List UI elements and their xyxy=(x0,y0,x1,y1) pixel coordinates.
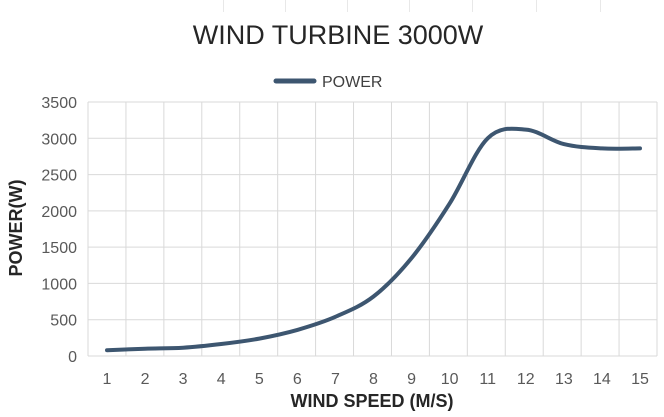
y-tick-label: 2500 xyxy=(41,168,77,185)
x-tick-label: 5 xyxy=(255,371,264,388)
x-tick-label: 14 xyxy=(593,371,611,388)
top-gridline xyxy=(347,0,348,12)
x-tick-label: 10 xyxy=(441,371,459,388)
top-gridline xyxy=(223,0,224,12)
x-tick-label: 3 xyxy=(179,371,188,388)
top-gridline xyxy=(472,0,473,12)
x-tick-label: 15 xyxy=(631,371,649,388)
chart-title: WIND TURBINE 3000W xyxy=(193,20,484,50)
gridlines xyxy=(87,101,658,357)
x-tick-label: 6 xyxy=(293,371,302,388)
top-gridline xyxy=(409,0,410,12)
y-tick-label: 500 xyxy=(50,313,77,330)
top-gridline xyxy=(285,0,286,12)
x-tick-label: 1 xyxy=(103,371,112,388)
top-gridline xyxy=(536,0,537,12)
y-tick-label: 2000 xyxy=(41,204,77,221)
x-tick-label: 4 xyxy=(217,371,226,388)
series xyxy=(105,126,642,353)
legend-label: POWER xyxy=(322,74,382,91)
y-tick-label: 3500 xyxy=(41,95,77,112)
x-tick-label: 2 xyxy=(141,371,150,388)
x-tick-label: 11 xyxy=(479,371,496,388)
legend: POWER xyxy=(273,74,382,91)
top-gridline-strip xyxy=(0,0,664,12)
x-axis-title: WIND SPEED (M/S) xyxy=(290,391,453,411)
x-tick-label: 13 xyxy=(555,371,573,388)
x-tick-label: 9 xyxy=(407,371,416,388)
x-tick-label: 12 xyxy=(517,371,535,388)
x-tick-label: 8 xyxy=(369,371,378,388)
series-line-power xyxy=(105,126,642,353)
y-tick-label: 1500 xyxy=(41,240,77,257)
top-gridline xyxy=(600,0,601,12)
x-tick-label: 7 xyxy=(331,371,340,388)
y-tick-label: 0 xyxy=(68,349,77,366)
y-tick-label: 1000 xyxy=(41,276,77,293)
y-tick-label: 3000 xyxy=(41,131,77,148)
y-axis-title: POWER(W) xyxy=(6,180,26,277)
